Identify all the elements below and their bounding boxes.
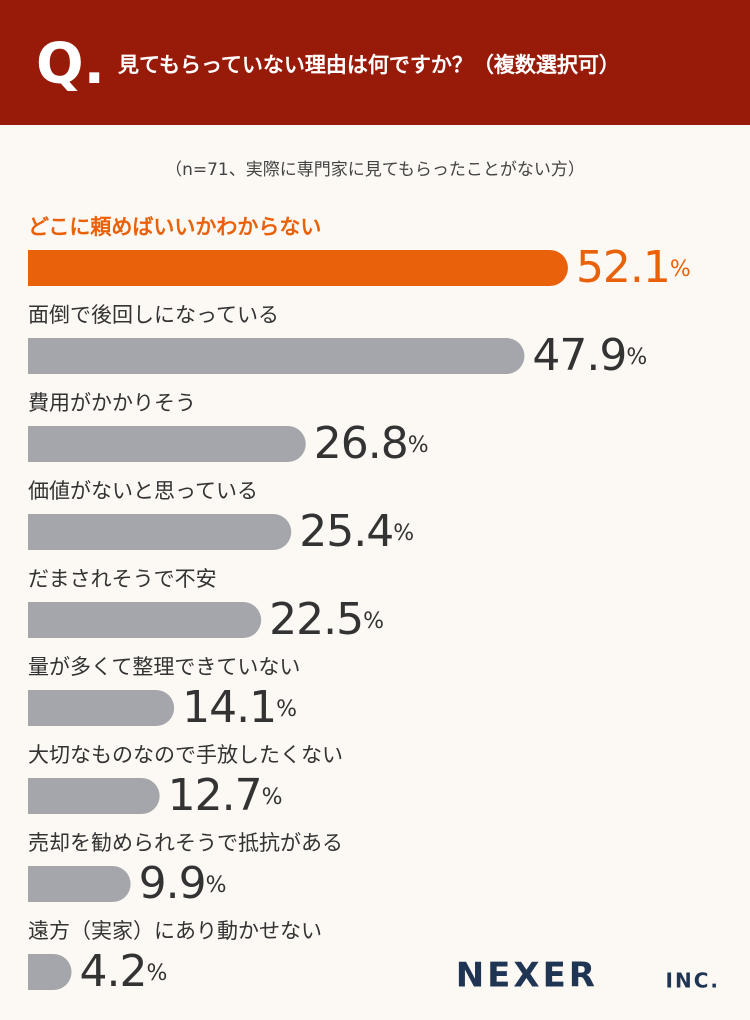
bar [28, 778, 160, 814]
value-number: 26.8 [314, 418, 408, 469]
value-label: 22.5% [269, 594, 383, 645]
value-label: 47.9% [532, 330, 646, 381]
value-number: 47.9 [532, 330, 626, 381]
category-label: 費用がかかりそう [28, 391, 196, 415]
category-label: 売却を勧められそうで抵抗がある [28, 831, 343, 855]
bar [28, 690, 175, 726]
bar [28, 954, 72, 990]
value-number: 4.2 [80, 946, 147, 997]
value-label: 25.4% [299, 506, 413, 557]
value-label: 26.8% [314, 418, 428, 469]
value-unit: % [262, 785, 282, 810]
chart-title: 見てもらっていない理由は何ですか？（複数選択可） [118, 53, 620, 77]
bar [28, 426, 306, 462]
value-label: 12.7% [168, 770, 282, 821]
bar [28, 250, 568, 286]
category-label: 価値がないと思っている [28, 479, 258, 503]
bar [28, 866, 131, 902]
bar [28, 338, 525, 374]
value-unit: % [363, 609, 383, 634]
value-unit: % [206, 873, 226, 898]
category-label: どこに頼めばいいかわからない [28, 215, 321, 239]
category-label: 量が多くて整理できていない [28, 655, 300, 679]
value-unit: % [626, 345, 646, 370]
logo: NEXER [456, 956, 598, 996]
category-label: 遠方（実家）にあり動かせない [28, 919, 322, 943]
value-unit: % [393, 521, 413, 546]
bar [28, 602, 262, 638]
value-unit: % [276, 697, 296, 722]
value-label: 4.2% [80, 946, 167, 997]
chart-subtitle: （n=71、実際に専門家に見てもらったことがない方） [165, 160, 585, 180]
logo-suffix: INC. [666, 969, 720, 993]
value-unit: % [670, 257, 690, 282]
value-unit: % [408, 433, 428, 458]
value-number: 22.5 [269, 594, 363, 645]
value-label: 52.1% [576, 242, 690, 293]
header-band [0, 0, 750, 125]
value-label: 9.9% [139, 858, 226, 909]
value-number: 9.9 [139, 858, 206, 909]
value-number: 14.1 [182, 682, 276, 733]
value-number: 25.4 [299, 506, 393, 557]
category-label: 大切なものなので手放したくない [28, 743, 343, 767]
question-mark: Q. [36, 32, 105, 97]
value-unit: % [147, 961, 167, 986]
value-label: 14.1% [182, 682, 296, 733]
category-label: 面倒で後回しになっている [28, 303, 279, 327]
value-number: 52.1 [576, 242, 670, 293]
category-label: だまされそうで不安 [28, 567, 217, 591]
value-number: 12.7 [168, 770, 262, 821]
bar [28, 514, 292, 550]
